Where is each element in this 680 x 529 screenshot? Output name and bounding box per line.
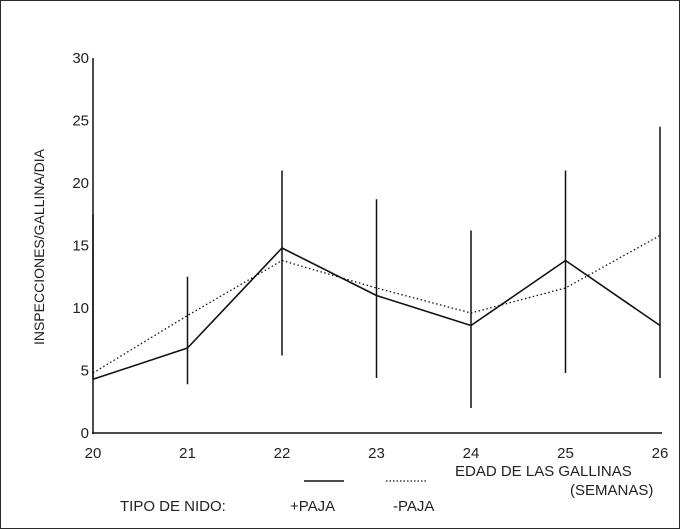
x-tick-label: 25 xyxy=(557,445,574,462)
y-axis-label: INSPECCIONES/GALLINA/DIA xyxy=(31,148,47,345)
y-tick-label: 10 xyxy=(72,300,89,317)
x-axis-label: EDAD DE LAS GALLINAS xyxy=(455,463,632,480)
x-axis-unit-label: (SEMANAS) xyxy=(570,482,653,499)
y-tick-label: 15 xyxy=(72,238,89,255)
x-tick-label: 20 xyxy=(85,445,102,462)
x-tick-label: 22 xyxy=(274,445,291,462)
y-tick-label: 20 xyxy=(72,175,89,192)
legend-label-minus-paja: -PAJA xyxy=(393,498,434,515)
legend-title: TIPO DE NIDO: xyxy=(120,498,226,515)
y-tick-label: 25 xyxy=(72,113,89,130)
x-tick-label: 21 xyxy=(179,445,196,462)
series-line-plus-paja xyxy=(92,247,661,381)
y-tick-label: 0 xyxy=(81,425,89,442)
x-tick-label: 24 xyxy=(463,445,480,462)
legend: TIPO DE NIDO: +PAJA -PAJA xyxy=(120,480,434,515)
error-bars xyxy=(92,126,661,408)
y-tick-label: 5 xyxy=(81,363,89,380)
series-lines xyxy=(92,234,661,381)
y-tick-label: 30 xyxy=(72,50,89,67)
tick-labels: 0 5 10 15 20 25 30 20 21 22 23 24 25 26 xyxy=(72,50,668,462)
x-tick-label: 23 xyxy=(368,445,385,462)
x-tick-label: 26 xyxy=(652,445,669,462)
legend-label-plus-paja: +PAJA xyxy=(290,498,335,515)
